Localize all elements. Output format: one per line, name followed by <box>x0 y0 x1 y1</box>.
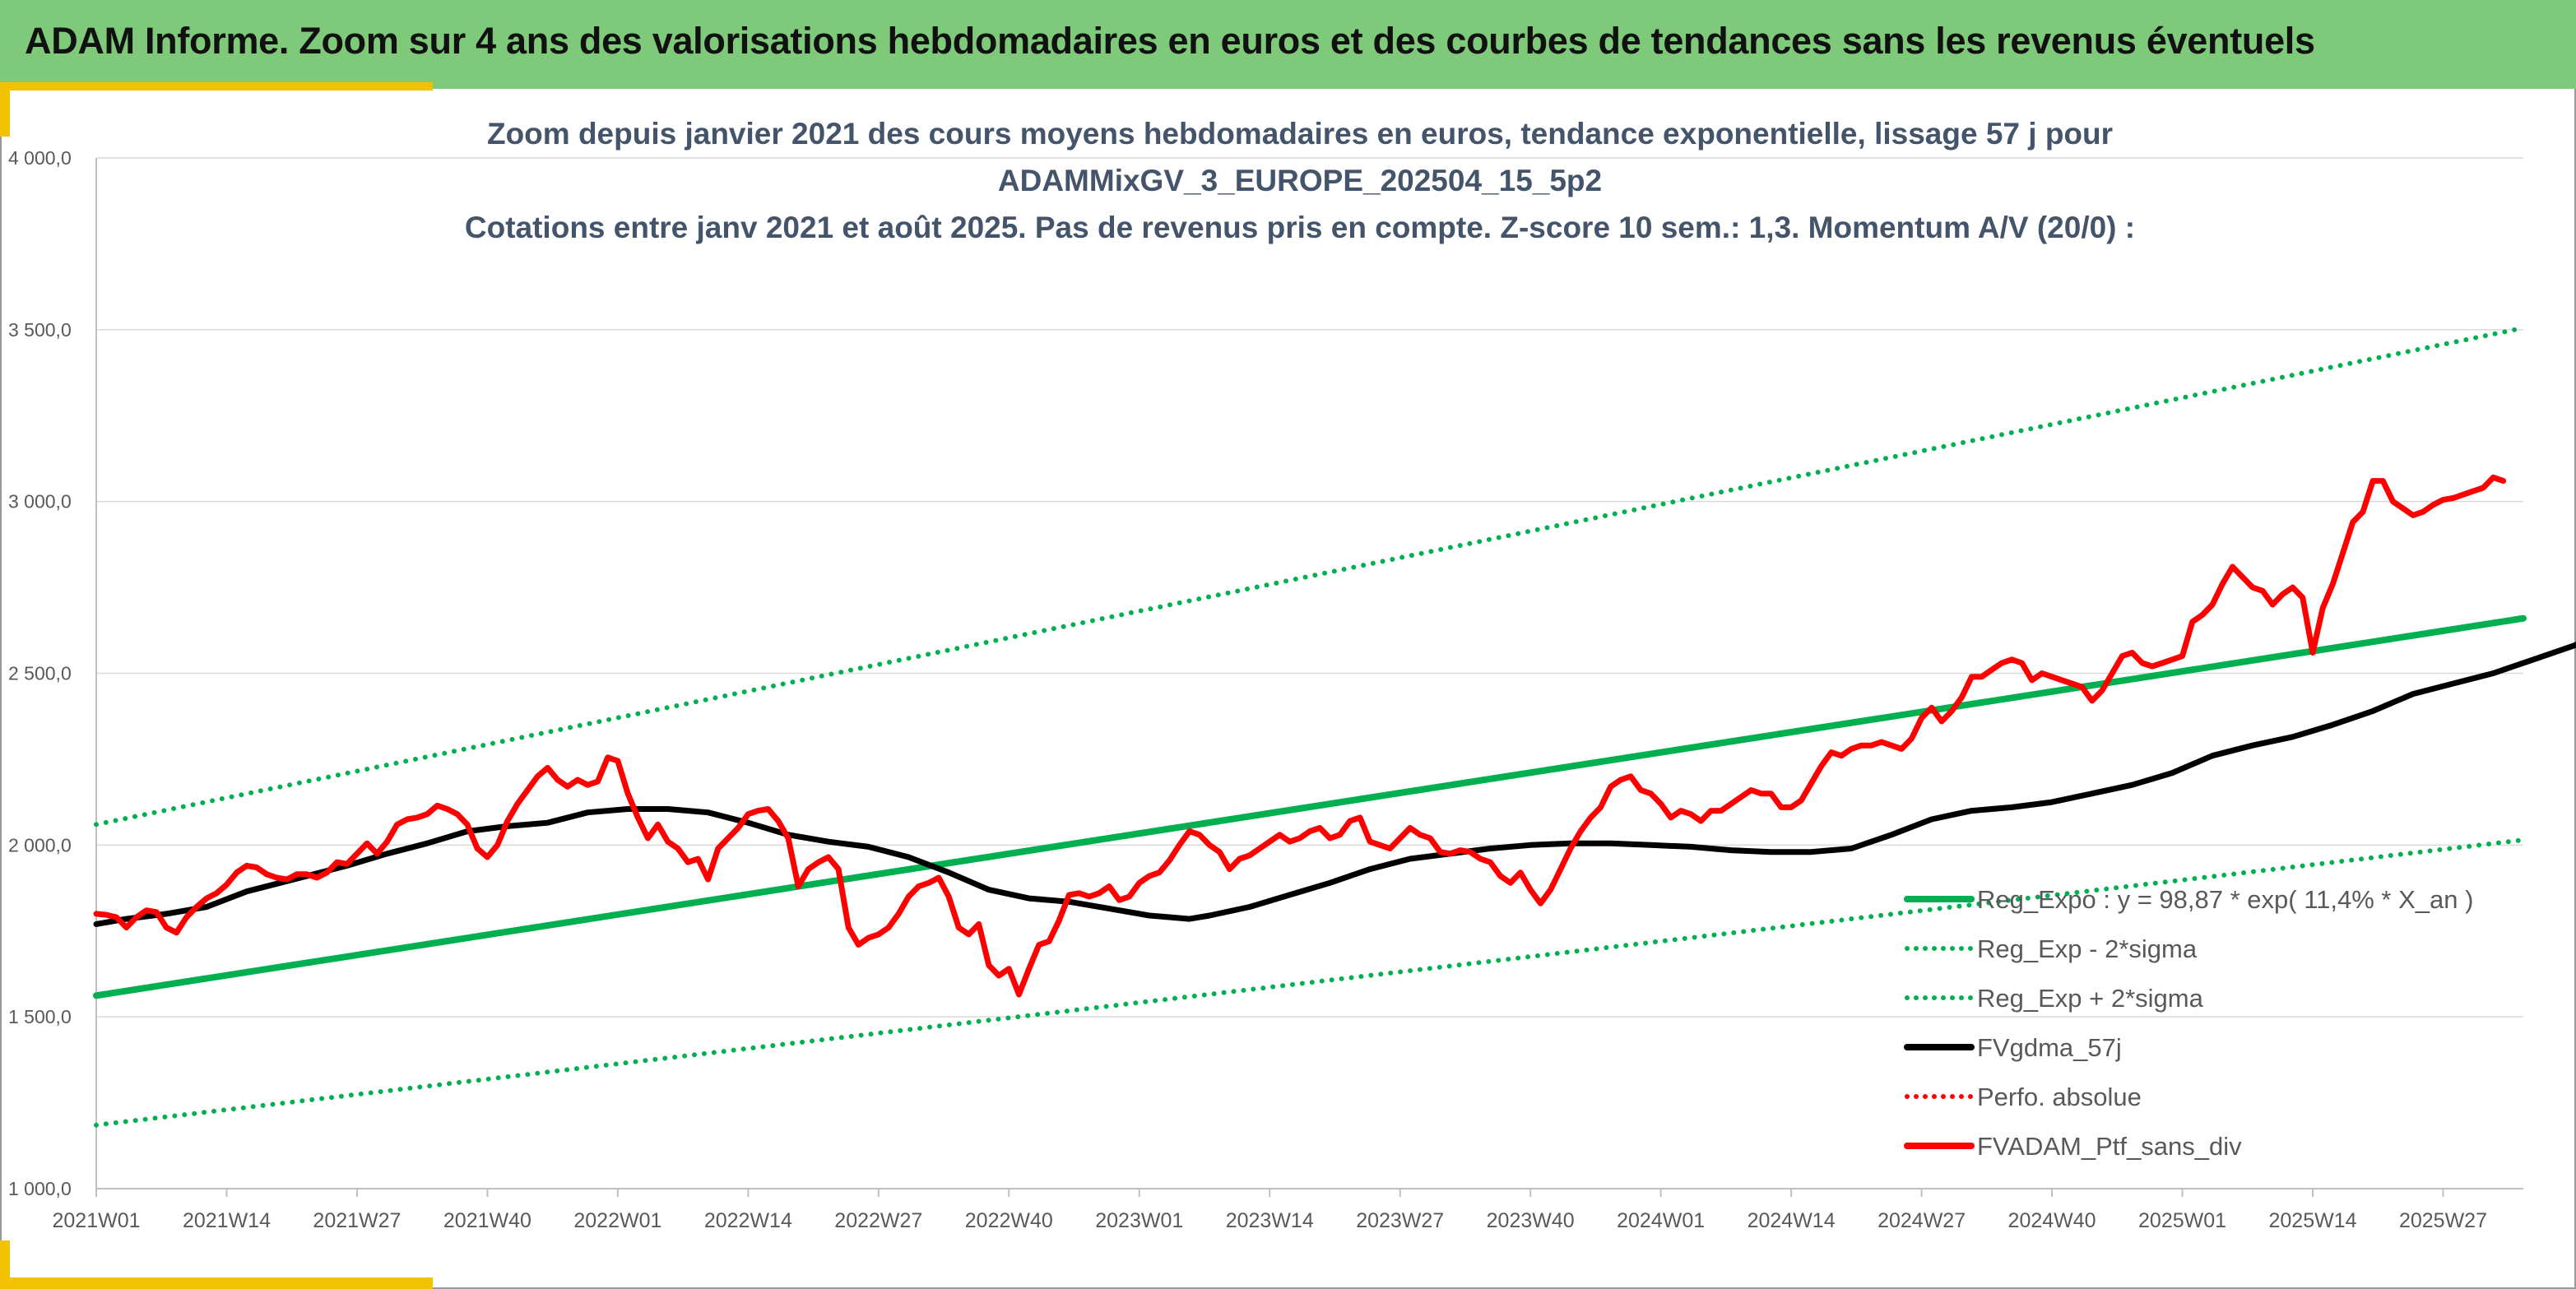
corner-accent-bottom <box>0 1277 433 1289</box>
x-tick-label: 2022W14 <box>704 1209 792 1232</box>
chart-title-line: Zoom depuis janvier 2021 des cours moyen… <box>487 117 2113 151</box>
x-tick-label: 2021W40 <box>443 1209 531 1232</box>
corner-accent-left-top <box>0 82 10 137</box>
corner-accent-top <box>0 82 433 90</box>
x-tick-label: 2021W01 <box>52 1209 140 1232</box>
legend-label: Reg_Exp + 2*sigma <box>1977 984 2204 1013</box>
x-tick-label: 2024W27 <box>1877 1209 1966 1232</box>
axes: 1 000,0 1 500,0 2 000,0 2 500,0 3 000,0 3 500… <box>8 147 2523 1232</box>
series-lines <box>93 325 2576 1128</box>
chart-title-line: Cotations entre janv 2021 et août 2025. … <box>465 211 2135 244</box>
y-tick-label: 2 000,0 <box>8 834 72 855</box>
x-tick-label: 2022W01 <box>573 1209 661 1232</box>
x-tick-label: 2025W27 <box>2399 1209 2487 1232</box>
x-tick-label: 2025W01 <box>2138 1209 2226 1232</box>
legend-label: Reg_Exp - 2*sigma <box>1977 934 2198 963</box>
x-tick-label: 2022W40 <box>965 1209 1053 1232</box>
x-tick-label: 2021W27 <box>313 1209 401 1232</box>
y-tick-label: 1 000,0 <box>8 1178 72 1199</box>
header-banner: ADAM Informe. Zoom sur 4 ans des valoris… <box>0 0 2576 89</box>
x-tick-label: 2023W14 <box>1226 1209 1314 1232</box>
series-line-1 <box>94 837 2526 1128</box>
legend: Reg_Expo : y = 98,87 * exp( 11,4% * X_an… <box>1904 885 2473 1161</box>
chart-title: Zoom depuis janvier 2021 des cours moyen… <box>465 117 2135 244</box>
y-tick-label: 3 500,0 <box>8 319 72 341</box>
x-tick-label: 2024W01 <box>1617 1209 1705 1232</box>
legend-label: FVgdma_57j <box>1977 1033 2122 1062</box>
x-tick-label: 2022W27 <box>834 1209 922 1232</box>
series-line-3 <box>93 642 2576 927</box>
legend-label: Perfo. absolue <box>1977 1083 2142 1111</box>
page-title: ADAM Informe. Zoom sur 4 ans des valoris… <box>25 20 2315 62</box>
y-tick-label: 4 000,0 <box>8 147 72 169</box>
y-tick-label: 1 500,0 <box>8 1006 72 1027</box>
series-line-0 <box>93 614 2527 999</box>
x-tick-label: 2024W14 <box>1748 1209 1836 1232</box>
chart-title-line: ADAMMixGV_3_EUROPE_202504_15_5p2 <box>998 164 1602 197</box>
x-tick-label: 2021W14 <box>183 1209 271 1232</box>
x-tick-label: 2023W27 <box>1356 1209 1444 1232</box>
x-tick-label: 2023W01 <box>1095 1209 1183 1232</box>
y-tick-label: 3 000,0 <box>8 491 72 512</box>
corner-accent-left-bottom <box>0 1240 10 1289</box>
series-line-2 <box>94 325 2526 828</box>
series-line-5 <box>93 474 2507 998</box>
x-tick-label: 2023W40 <box>1487 1209 1575 1232</box>
legend-label: FVADAM_Ptf_sans_div <box>1977 1132 2242 1161</box>
x-tick-label: 2025W14 <box>2268 1209 2356 1232</box>
legend-label: Reg_Expo : y = 98,87 * exp( 11,4% * X_an… <box>1977 885 2473 914</box>
y-tick-label: 2 500,0 <box>8 663 72 684</box>
x-tick-label: 2024W40 <box>2008 1209 2096 1232</box>
